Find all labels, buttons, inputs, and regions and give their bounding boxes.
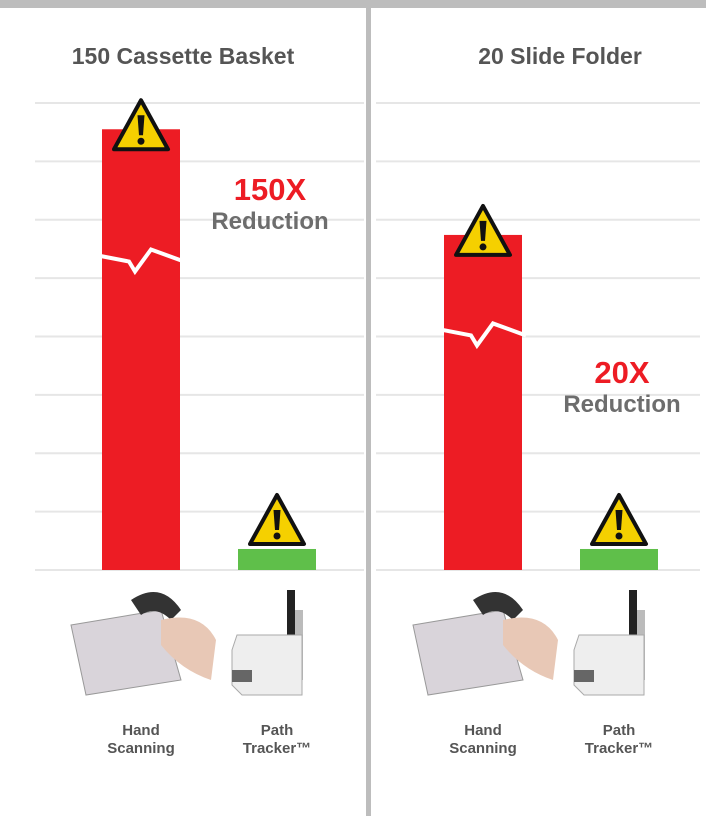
warning-icon [250,495,304,544]
chart: 150 Cassette Basket150XReduction20 Slide… [0,0,706,816]
bar [238,549,316,570]
annotation-label: Reduction [211,208,328,235]
display [232,670,252,682]
pathtracker-photo [232,590,303,695]
annotation-factor: 20X [594,355,649,390]
scanner-photo [413,592,558,695]
category-label: Path Tracker™ [237,722,317,758]
divider [366,0,371,816]
pathtracker-photo [574,590,645,695]
monitor [629,590,637,635]
warning-icon [114,100,168,149]
bar [580,549,658,570]
warning-dot [616,532,623,539]
top-bar [0,0,706,8]
warning-icon [456,206,510,255]
scanner-photo [71,592,216,695]
warning-icon [592,495,646,544]
monitor [287,590,295,635]
warning-dot [138,138,145,145]
bar [444,235,522,570]
body [232,635,302,695]
chart-title: 20 Slide Folder [478,43,642,69]
body [574,635,644,695]
display [574,670,594,682]
category-label: Path Tracker™ [579,722,659,758]
category-label: Hand Scanning [101,722,181,758]
warning-dot [274,532,281,539]
chart-title: 150 Cassette Basket [72,43,295,69]
warning-dot [480,243,487,250]
category-label: Hand Scanning [443,722,523,758]
bar [102,129,180,570]
page: 150 Cassette Basket150XReduction20 Slide… [0,0,706,816]
annotation-factor: 150X [234,172,307,207]
annotation-label: Reduction [563,391,680,418]
